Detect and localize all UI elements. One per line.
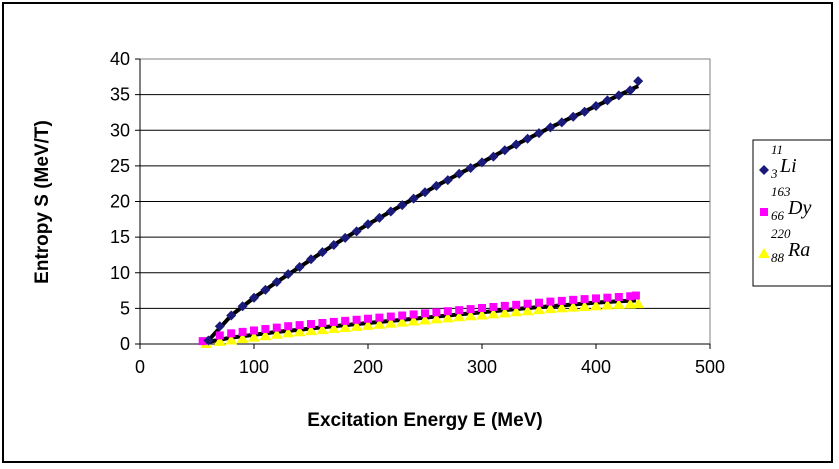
point-dy-19	[421, 309, 429, 317]
legend-charge-dy: 66	[771, 208, 785, 223]
x-tick-label-5: 500	[695, 357, 725, 377]
y-tick-label-2: 10	[110, 263, 130, 283]
point-dy-38	[632, 292, 640, 300]
point-dy-9	[307, 320, 315, 328]
point-dy-4	[250, 326, 258, 334]
point-dy-1	[216, 331, 224, 339]
legend-label-dy: Dy	[787, 197, 811, 219]
point-dy-23	[467, 305, 475, 313]
y-tick-label-5: 25	[110, 156, 130, 176]
point-dy-34	[592, 294, 600, 302]
legend-charge-li: 3	[770, 166, 778, 181]
point-dy-20	[432, 308, 440, 316]
point-dy-16	[387, 313, 395, 321]
point-dy-3	[239, 328, 247, 336]
point-dy-29	[535, 299, 543, 307]
legend-label-ra: Ra	[787, 239, 810, 261]
x-axis-ticks: 0 100 200 300 400 500	[135, 59, 725, 377]
x-tick-label-1: 100	[239, 357, 269, 377]
x-axis-title: Excitation Energy E (MeV)	[307, 410, 542, 431]
point-li-38	[633, 76, 643, 86]
gridlines	[140, 59, 710, 308]
point-dy-30	[546, 298, 554, 306]
point-dy-14	[364, 315, 372, 323]
point-dy-27	[512, 301, 520, 309]
point-dy-17	[398, 312, 406, 320]
point-dy-35	[603, 294, 611, 302]
legend: 11 3 Li 163 66 Dy 220 88 Ra	[753, 140, 831, 286]
x-tick-label-0: 0	[135, 357, 145, 377]
x-tick-label-4: 400	[581, 357, 611, 377]
point-dy-13	[353, 316, 361, 324]
point-dy-25	[489, 303, 497, 311]
point-dy-18	[410, 310, 418, 318]
point-dy-10	[318, 319, 326, 327]
x-tick-label-3: 300	[467, 357, 497, 377]
point-dy-7	[284, 322, 292, 330]
y-axis-title: Entropy S (MeV/T)	[32, 120, 53, 284]
point-dy-21	[444, 307, 452, 315]
point-dy-15	[375, 314, 383, 322]
point-dy-8	[296, 321, 304, 329]
point-dy-24	[478, 304, 486, 312]
point-dy-31	[558, 297, 566, 305]
point-dy-26	[501, 302, 509, 310]
x-tick-label-2: 200	[353, 357, 383, 377]
point-dy-6	[273, 324, 281, 332]
chart-frame: 0 100 200 300 400 500 0 5 10 15 20 25 30 35 40 Excita…	[2, 2, 833, 463]
y-axis-ticks: 0 5 10 15 20 25 30 35 40	[110, 49, 140, 354]
y-tick-label-0: 0	[120, 334, 130, 354]
point-dy-12	[341, 317, 349, 325]
point-dy-11	[330, 318, 338, 326]
y-tick-label-7: 35	[110, 85, 130, 105]
chart-svg: 0 100 200 300 400 500 0 5 10 15 20 25 30 35 40 Excita…	[4, 4, 831, 461]
data-points	[199, 76, 644, 348]
point-dy-32	[569, 296, 577, 304]
y-tick-label-6: 30	[110, 120, 130, 140]
legend-label-li: Li	[779, 155, 797, 177]
legend-marker-dy	[760, 208, 768, 216]
y-tick-label-4: 20	[110, 192, 130, 212]
y-tick-label-3: 15	[110, 227, 130, 247]
point-dy-22	[455, 306, 463, 314]
y-tick-label-1: 5	[120, 298, 130, 318]
point-dy-5	[261, 325, 269, 333]
point-dy-36	[615, 293, 623, 301]
point-dy-33	[581, 295, 589, 303]
legend-charge-ra: 88	[771, 250, 785, 265]
point-dy-28	[524, 300, 532, 308]
point-dy-2	[227, 329, 235, 337]
y-tick-label-8: 40	[110, 49, 130, 69]
